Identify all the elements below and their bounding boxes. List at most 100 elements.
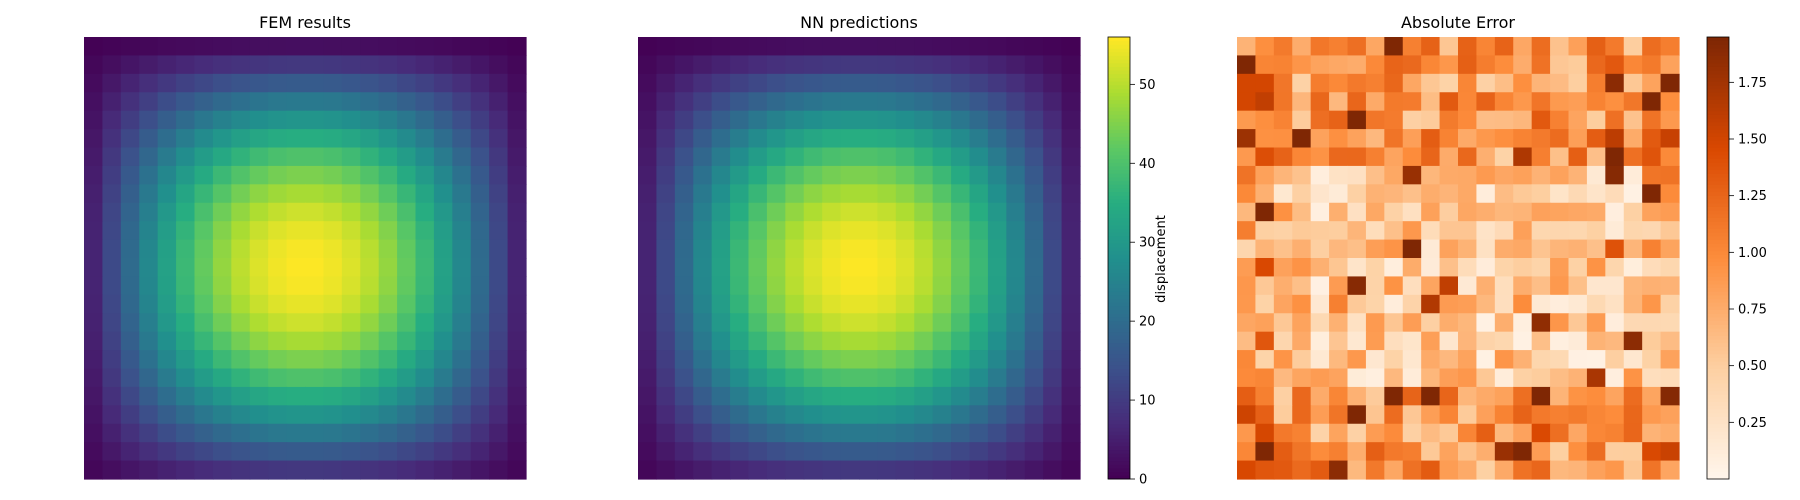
heatmap-cell bbox=[638, 221, 658, 241]
colorbar-segment bbox=[1108, 456, 1130, 462]
heatmap-cell bbox=[212, 386, 232, 406]
heatmap-cell bbox=[1568, 460, 1588, 480]
heatmap-cell bbox=[859, 368, 879, 388]
heatmap-cell bbox=[1384, 165, 1404, 185]
colorbar-segment bbox=[1707, 176, 1729, 182]
heatmap-cell bbox=[1043, 221, 1063, 241]
heatmap-cell bbox=[987, 221, 1007, 241]
heatmap-cell bbox=[1347, 442, 1367, 462]
heatmap-cell bbox=[1439, 258, 1459, 278]
heatmap-cell bbox=[470, 423, 490, 443]
colorbar-segment bbox=[1108, 143, 1130, 148]
colorbar-segment bbox=[1707, 331, 1729, 336]
heatmap-cell bbox=[249, 221, 269, 241]
heatmap-cell bbox=[969, 386, 989, 406]
heatmap-cell bbox=[674, 184, 694, 204]
heatmap-cell bbox=[1402, 313, 1422, 333]
heatmap-cell bbox=[470, 294, 490, 314]
heatmap-cell bbox=[1531, 184, 1551, 204]
heatmap-cell bbox=[452, 239, 472, 259]
colorbar-tick-label: 40 bbox=[1139, 157, 1156, 172]
colorbar-segment bbox=[1108, 77, 1130, 82]
heatmap-cell bbox=[102, 184, 122, 204]
heatmap-cell bbox=[507, 405, 527, 425]
heatmap-cell bbox=[433, 221, 453, 241]
heatmap-cell bbox=[268, 184, 288, 204]
heatmap-cell bbox=[176, 129, 196, 149]
colorbar-tick-label: 10 bbox=[1139, 394, 1156, 409]
panel-fem: FEM results bbox=[84, 13, 527, 480]
heatmap-cell bbox=[507, 73, 527, 93]
colorbar-segment bbox=[1707, 202, 1729, 207]
heatmap-cell bbox=[1024, 202, 1044, 222]
heatmap-cell bbox=[1402, 423, 1422, 443]
heatmap-cell bbox=[102, 313, 122, 333]
heatmap-cell bbox=[969, 368, 989, 388]
heatmap-cell bbox=[1476, 386, 1496, 406]
heatmap-cell bbox=[102, 73, 122, 93]
heatmap-cell bbox=[1237, 202, 1257, 222]
heatmap-cell bbox=[323, 239, 343, 259]
heatmap-cell bbox=[1476, 423, 1496, 443]
heatmap-cell bbox=[1329, 110, 1349, 130]
heatmap-cell bbox=[803, 37, 823, 57]
heatmap-cell bbox=[157, 129, 177, 149]
heatmap-cell bbox=[286, 239, 306, 259]
heatmap-cell bbox=[360, 129, 380, 149]
heatmap-cell bbox=[1237, 73, 1257, 93]
colorbar-segment bbox=[1707, 246, 1729, 252]
heatmap-cell bbox=[1568, 350, 1588, 370]
heatmap-cell bbox=[84, 37, 104, 57]
heatmap-cell bbox=[1384, 110, 1404, 130]
heatmap-cell bbox=[1550, 92, 1570, 112]
colorbar-segment bbox=[1707, 272, 1729, 277]
heatmap-cell bbox=[1421, 423, 1441, 443]
heatmap-cell bbox=[1623, 110, 1643, 130]
heatmap-cell bbox=[748, 460, 768, 480]
heatmap-cell bbox=[1421, 258, 1441, 278]
heatmap-cell bbox=[1476, 368, 1496, 388]
heatmap-cell bbox=[1660, 73, 1680, 93]
heatmap-cell bbox=[176, 239, 196, 259]
heatmap-cell bbox=[951, 386, 971, 406]
heatmap-cell bbox=[785, 331, 805, 351]
colorbar-segment bbox=[1707, 280, 1729, 285]
heatmap-cell bbox=[415, 221, 435, 241]
heatmap-cell bbox=[176, 294, 196, 314]
heatmap-cell bbox=[1531, 221, 1551, 241]
heatmap-cell bbox=[859, 350, 879, 370]
heatmap-cell bbox=[415, 276, 435, 296]
heatmap-cell bbox=[470, 350, 490, 370]
colorbar-segment bbox=[1707, 110, 1729, 115]
heatmap-cell bbox=[932, 276, 952, 296]
heatmap-cell bbox=[433, 313, 453, 333]
heatmap-cell bbox=[693, 221, 713, 241]
heatmap-cell bbox=[859, 423, 879, 443]
colorbar-frame bbox=[1107, 36, 1131, 480]
heatmap-cell bbox=[433, 276, 453, 296]
panel-error: Absolute Error bbox=[1237, 13, 1680, 480]
heatmap-cell bbox=[1006, 165, 1026, 185]
heatmap-cell bbox=[489, 442, 509, 462]
heatmap-cell bbox=[1439, 405, 1459, 425]
heatmap-cell bbox=[987, 184, 1007, 204]
heatmap-cell bbox=[378, 368, 398, 388]
heatmap-cell bbox=[1061, 202, 1081, 222]
heatmap-cell bbox=[932, 386, 952, 406]
heatmap-cell bbox=[102, 258, 122, 278]
heatmap-cell bbox=[803, 460, 823, 480]
heatmap-cell bbox=[1421, 37, 1441, 57]
heatmap-cell bbox=[1310, 92, 1330, 112]
heatmap-cell bbox=[803, 129, 823, 149]
heatmap-cell bbox=[1024, 73, 1044, 93]
heatmap-cell bbox=[268, 276, 288, 296]
heatmap-cell bbox=[231, 221, 251, 241]
heatmap-cell bbox=[1531, 350, 1551, 370]
heatmap-cell bbox=[1402, 221, 1422, 241]
heatmap-cell bbox=[1273, 405, 1293, 425]
heatmap-cell bbox=[1365, 313, 1385, 333]
heatmap-cell bbox=[1421, 460, 1441, 480]
heatmap-cell bbox=[1024, 37, 1044, 57]
heatmap-cell bbox=[231, 239, 251, 259]
heatmap-cell bbox=[1494, 92, 1514, 112]
